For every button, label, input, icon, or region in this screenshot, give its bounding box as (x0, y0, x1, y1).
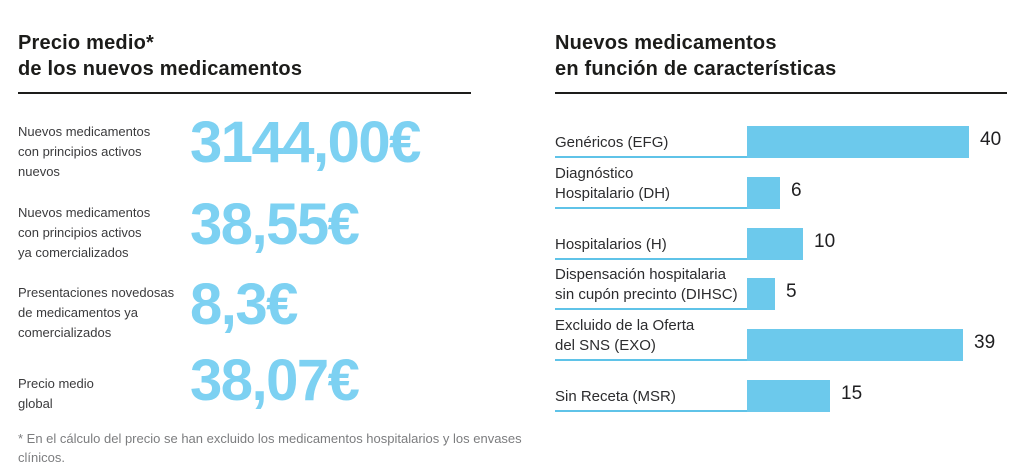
bar-row-diagnostico-dh: Diagnóstico Hospitalario (DH) 6 (555, 157, 1020, 209)
right-title-line: en función de características (555, 58, 837, 80)
bar-baseline (555, 156, 747, 158)
stat-value-principios-nuevos: 3144,00€ (190, 110, 421, 175)
stat-label-line: ya comercializados (18, 245, 129, 260)
bar-sin-receta-msr (747, 380, 830, 412)
bar-row-hospitalarios-h: Hospitalarios (H) 10 (555, 208, 1020, 260)
stat-label-line: Presentaciones novedosas (18, 285, 175, 300)
right-title-rule (555, 92, 1007, 94)
bar-label-line: Hospitalarios (H) (555, 236, 667, 253)
bar-label-line: del SNS (EXO) (555, 337, 656, 354)
bar-dihsc (747, 278, 775, 310)
left-title-line: Precio medio* (18, 32, 154, 54)
bar-label-line: Genéricos (EFG) (555, 134, 669, 151)
right-title-line: Nuevos medicamentos (555, 32, 777, 54)
left-title-line: de los nuevos medicamentos (18, 58, 303, 80)
bar-label: Diagnóstico Hospitalario (DH) (555, 164, 670, 204)
right-panel-title: Nuevos medicamentos en función de caract… (555, 30, 836, 82)
bar-value: 5 (786, 281, 797, 302)
right-panel-bar-chart: Nuevos medicamentos en función de caract… (555, 0, 1020, 470)
bar-label: Excluido de la Oferta del SNS (EXO) (555, 316, 694, 356)
bar-row-dihsc: Dispensación hospitalaria sin cupón prec… (555, 258, 1020, 310)
stat-label-line: Nuevos medicamentos (18, 205, 151, 220)
stat-label-line: de medicamentos ya (18, 305, 138, 320)
bar-label-line: Excluido de la Oferta (555, 317, 695, 334)
bar-label-line: Hospitalario (DH) (555, 185, 671, 202)
stat-label-line: con principios activos (18, 225, 142, 240)
stat-label-line: comercializados (18, 325, 112, 340)
stat-label-line: nuevos (18, 164, 60, 179)
bar-diagnostico-dh (747, 177, 780, 209)
left-title-rule (18, 92, 471, 94)
footnote-line: * En el cálculo del precio se han exclui… (18, 431, 522, 465)
bar-label: Genéricos (EFG) (555, 133, 668, 153)
bar-value: 40 (980, 129, 1002, 150)
bar-baseline (555, 207, 747, 209)
bar-hospitalarios-h (747, 228, 803, 260)
bar-value: 39 (974, 332, 996, 353)
bar-label: Dispensación hospitalaria sin cupón prec… (555, 265, 738, 305)
stat-label-line: con principios activos (18, 144, 142, 159)
bar-baseline (555, 410, 747, 412)
bar-row-genericos-efg: Genéricos (EFG) 40 (555, 106, 1020, 158)
bar-genericos-efg (747, 126, 969, 158)
stat-label-line: Precio medio (18, 376, 94, 391)
bar-label-line: Dispensación hospitalaria (555, 266, 726, 283)
stat-value-ya-comercializados: 38,55€ (190, 192, 360, 257)
stat-label-precio-medio-global: Precio medio global (18, 374, 94, 414)
stat-label-principios-nuevos: Nuevos medicamentos con principios activ… (18, 122, 150, 182)
footnote: * En el cálculo del precio se han exclui… (18, 429, 530, 470)
bar-exo (747, 329, 963, 361)
stat-value-precio-medio-global: 38,07€ (190, 348, 360, 413)
bar-row-exo: Excluido de la Oferta del SNS (EXO) 39 (555, 309, 1020, 361)
bar-value: 10 (814, 231, 836, 252)
bar-row-sin-receta-msr: Sin Receta (MSR) 15 (555, 360, 1020, 412)
stat-label-presentaciones-novedosas: Presentaciones novedosas de medicamentos… (18, 283, 174, 343)
bar-label: Sin Receta (MSR) (555, 387, 676, 407)
bar-baseline (555, 308, 747, 310)
stat-label-line: global (18, 396, 53, 411)
bar-label-line: Sin Receta (MSR) (555, 388, 676, 405)
stat-value-presentaciones-novedosas: 8,3€ (190, 272, 298, 337)
bar-label: Hospitalarios (H) (555, 235, 667, 255)
bar-baseline (555, 359, 747, 361)
stat-label-line: Nuevos medicamentos (18, 124, 151, 139)
bar-value: 6 (791, 180, 802, 201)
left-panel-precio-medio: Precio medio* de los nuevos medicamentos… (18, 0, 530, 470)
bar-label-line: sin cupón precinto (DIHSC) (555, 286, 738, 303)
stat-label-ya-comercializados: Nuevos medicamentos con principios activ… (18, 203, 150, 263)
left-panel-title: Precio medio* de los nuevos medicamentos (18, 30, 302, 82)
bar-label-line: Diagnóstico (555, 165, 634, 182)
bar-baseline (555, 258, 747, 260)
bar-value: 15 (841, 383, 863, 404)
